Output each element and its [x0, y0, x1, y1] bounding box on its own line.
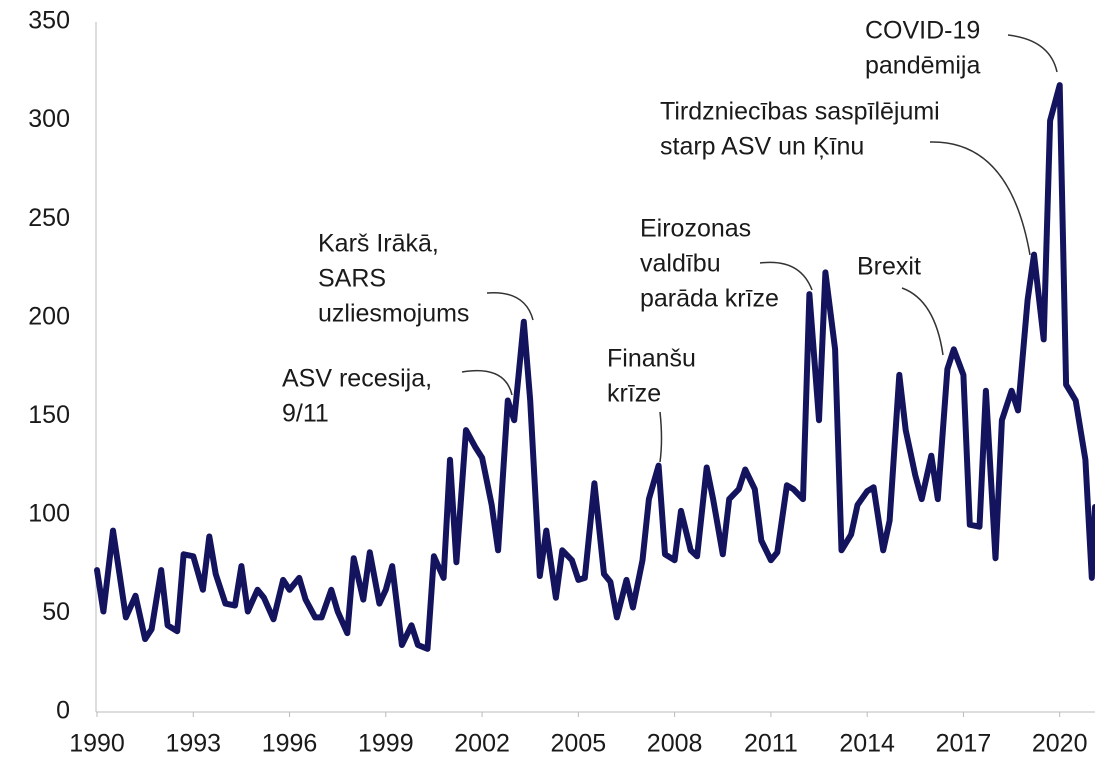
leader-line: [901, 287, 944, 356]
x-tick-label: 2011: [744, 730, 798, 758]
annotation: uzliesmojums: [318, 300, 469, 328]
leader-line: [486, 292, 534, 321]
data-line: [94, 82, 1095, 652]
annotation: SARS: [318, 265, 386, 293]
leader-line: [461, 369, 513, 396]
leader-line: [659, 411, 663, 463]
annotation: Eirozonas: [640, 215, 751, 243]
annotation: COVID-19: [865, 17, 980, 45]
y-tick-label: 200: [28, 302, 70, 330]
x-tick-label: 2014: [839, 730, 895, 758]
annotation: valdību: [640, 250, 721, 278]
annotation: krīze: [607, 380, 661, 408]
annotation: 9/11: [282, 400, 329, 428]
y-tick-label: 300: [28, 105, 70, 133]
x-tick-label: 2002: [454, 730, 510, 758]
annotation: parāda krīze: [640, 285, 779, 313]
y-tick-label: 0: [56, 697, 70, 725]
y-tick-label: 350: [28, 7, 70, 35]
x-tick-label: 2008: [647, 730, 703, 758]
y-tick-label: 50: [42, 598, 70, 626]
x-tick-label: 2017: [936, 730, 992, 758]
y-tick-label: 100: [28, 499, 70, 527]
annotation: pandēmija: [865, 52, 980, 80]
y-tick-label: 150: [28, 401, 70, 429]
annotation: Karš Irākā,: [318, 230, 439, 258]
annotation: ASV recesija,: [282, 365, 432, 393]
x-tick-label: 2020: [1032, 730, 1088, 758]
x-tick-label: 2005: [551, 730, 607, 758]
x-tick-label: 1999: [358, 730, 414, 758]
annotation: Tirdzniecības saspīlējumi: [660, 98, 940, 126]
x-tick-label: 1996: [262, 730, 318, 758]
leader-line: [759, 261, 813, 291]
y-tick-label: 250: [28, 204, 70, 232]
x-tick-label: 1993: [165, 730, 221, 758]
leader-line: [1007, 34, 1058, 73]
x-tick-label: 1990: [69, 730, 125, 758]
annotation: Brexit: [857, 253, 921, 281]
leader-line: [929, 141, 1031, 256]
annotation: Finanšu: [607, 345, 696, 373]
annotation: starp ASV un Ķīnu: [660, 133, 864, 161]
